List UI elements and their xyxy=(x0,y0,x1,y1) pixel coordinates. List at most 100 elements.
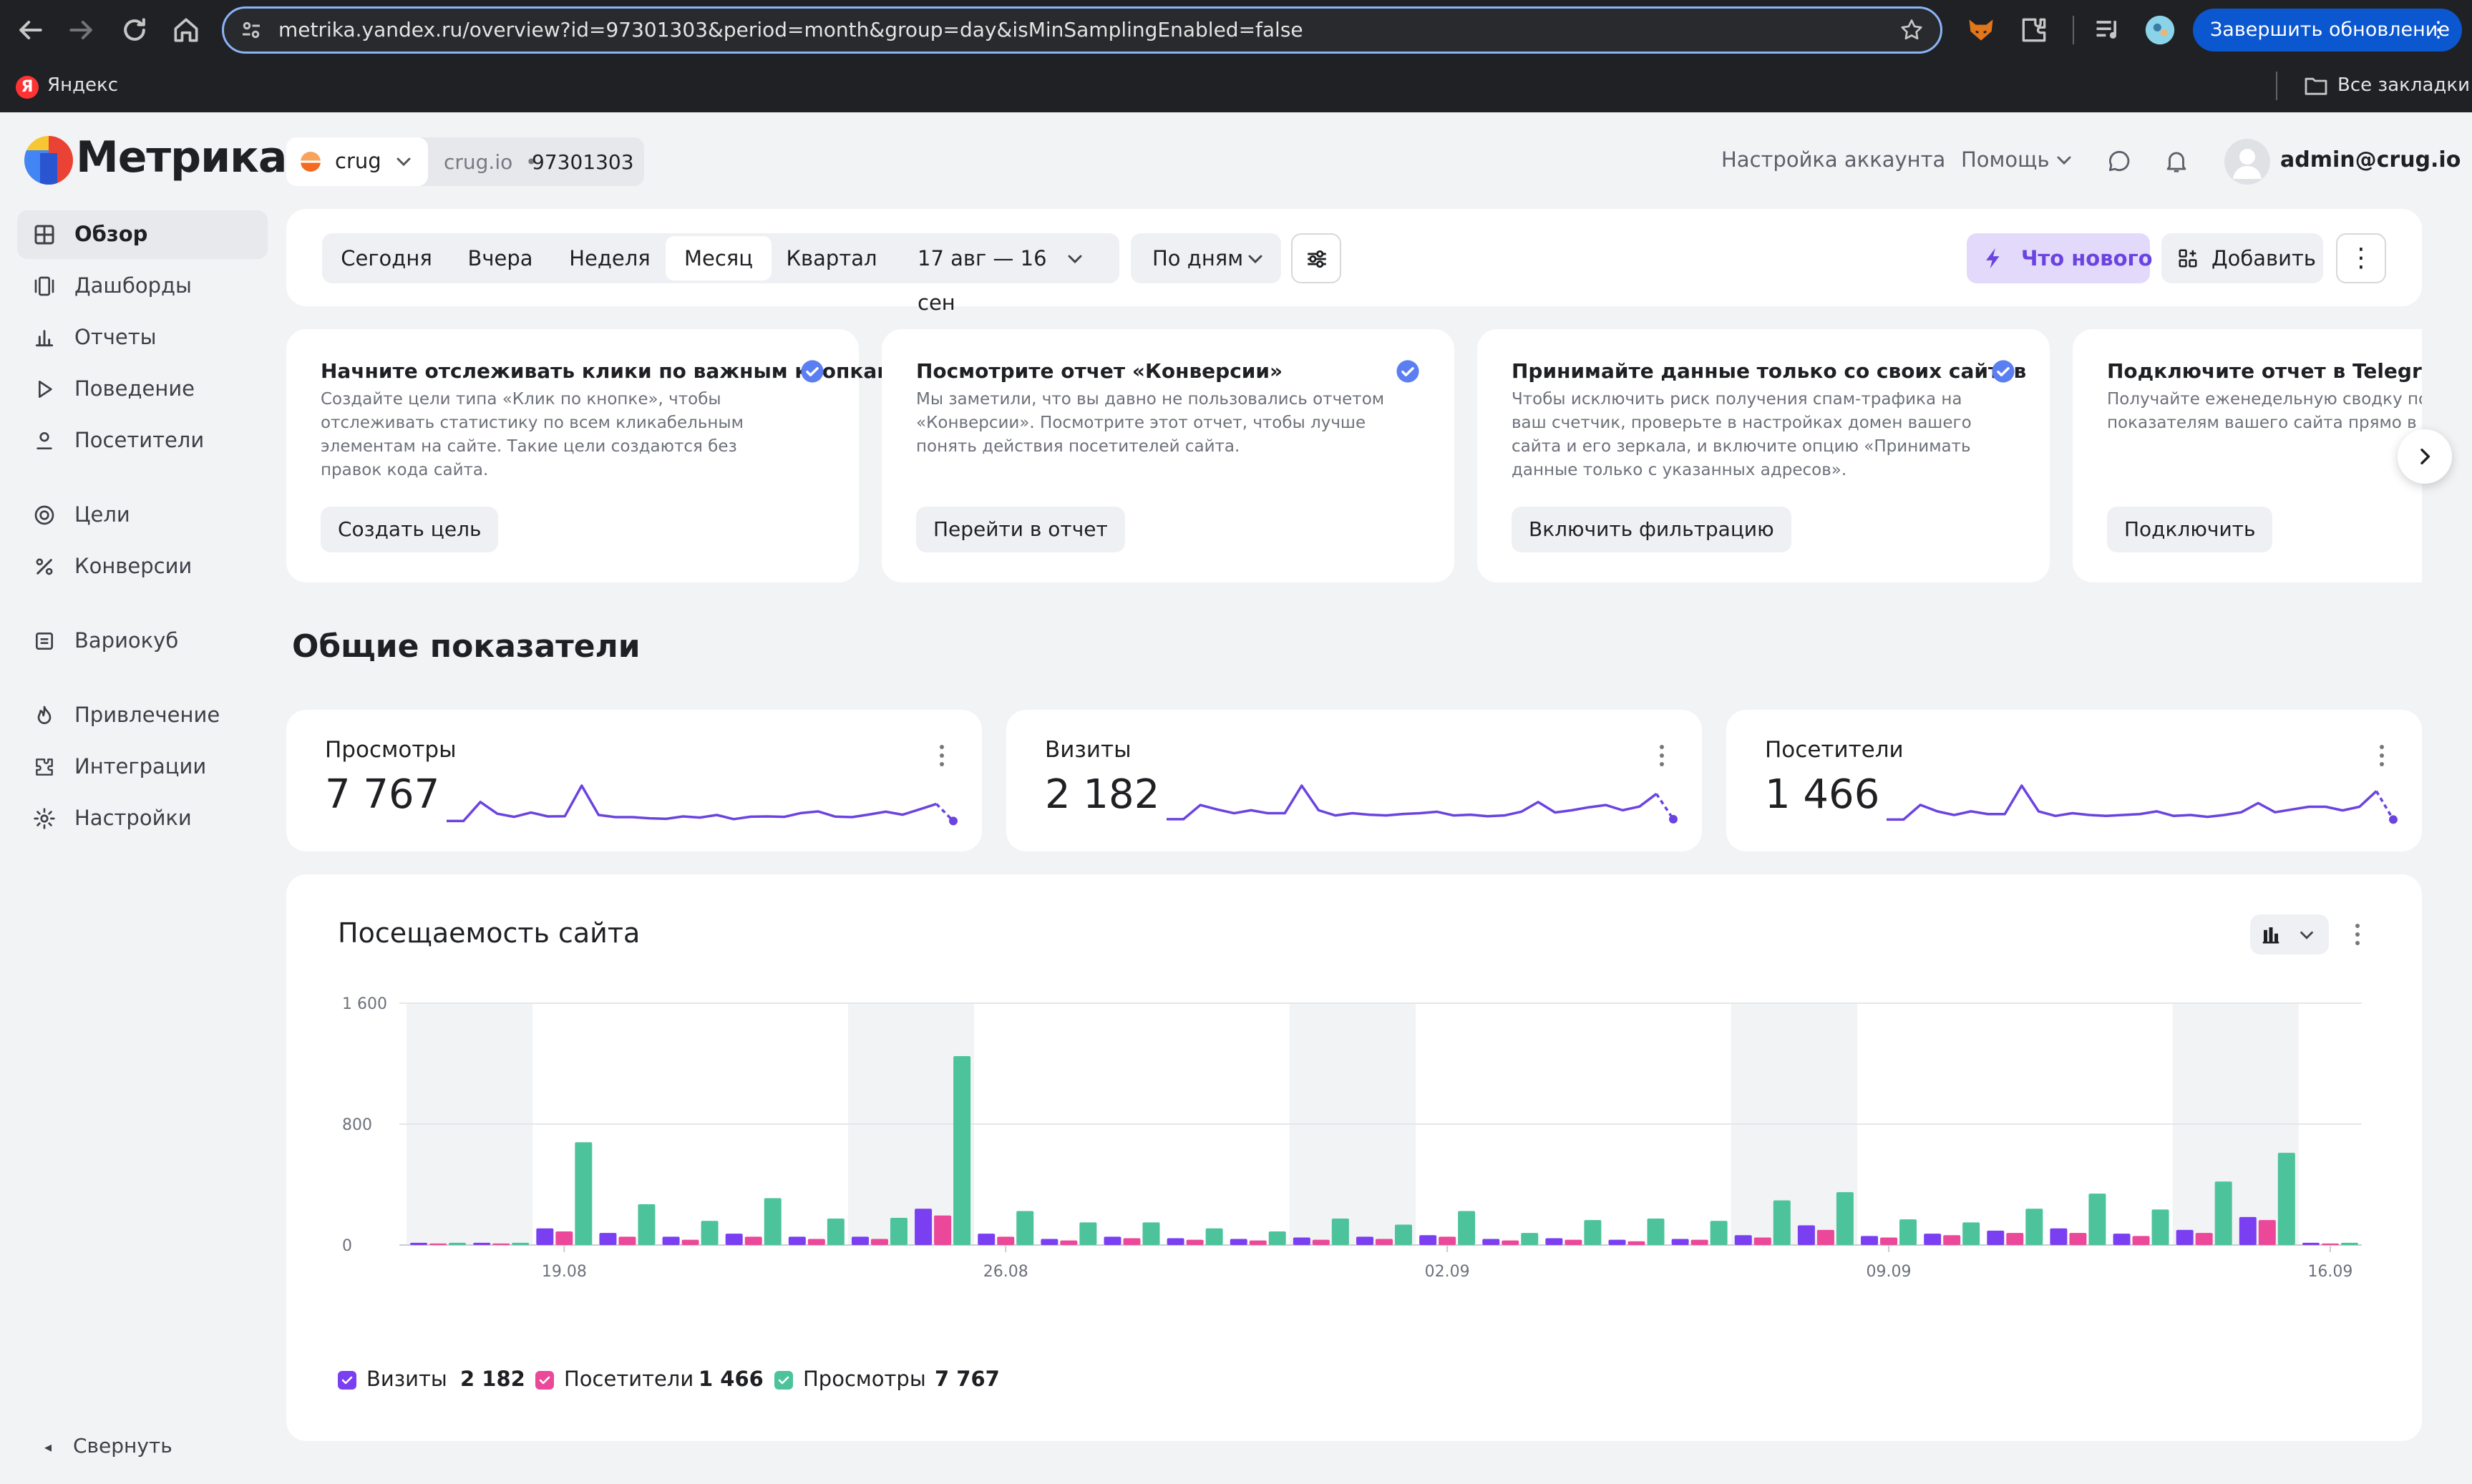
address-bar[interactable]: metrika.yandex.ru/overview?id=97301303&p… xyxy=(222,6,1942,54)
sidebar-item-reports[interactable]: Отчеты xyxy=(17,313,268,362)
cards-next-button[interactable] xyxy=(2398,429,2452,484)
bar[interactable] xyxy=(1690,1239,1708,1245)
bar[interactable] xyxy=(2258,1220,2276,1245)
more-options-icon[interactable]: ⋮ xyxy=(2336,233,2386,283)
chevron-down-icon[interactable] xyxy=(2053,149,2076,172)
bar[interactable] xyxy=(473,1242,491,1245)
bar[interactable] xyxy=(1312,1239,1330,1245)
home-icon[interactable] xyxy=(170,14,202,46)
bar[interactable] xyxy=(512,1242,530,1245)
counter-dropdown[interactable]: crug xyxy=(286,137,428,186)
bar[interactable] xyxy=(953,1055,971,1245)
period-yesterday-button[interactable]: Вчера xyxy=(467,246,533,270)
metric-card-pageviews[interactable]: Просмотры 7 767 xyxy=(286,710,982,851)
bar[interactable] xyxy=(662,1236,680,1245)
bar[interactable] xyxy=(807,1239,825,1245)
bar[interactable] xyxy=(1627,1241,1645,1245)
media-control-icon[interactable] xyxy=(2093,14,2124,46)
collapse-sidebar-button[interactable]: ◂ Свернуть xyxy=(44,1434,172,1458)
bookmark-star-icon[interactable] xyxy=(1899,17,1924,43)
more-options-icon[interactable] xyxy=(2373,741,2390,770)
bell-icon[interactable] xyxy=(2163,147,2190,175)
sidebar-item-conversions[interactable]: Конверсии xyxy=(17,542,268,591)
bar[interactable] xyxy=(1899,1219,1917,1245)
bar[interactable] xyxy=(997,1236,1015,1245)
user-avatar[interactable] xyxy=(2224,139,2270,185)
chat-icon[interactable] xyxy=(2106,147,2133,175)
bar[interactable] xyxy=(618,1236,636,1245)
sidebar-item-behavior[interactable]: Поведение xyxy=(17,365,268,414)
bar[interactable] xyxy=(788,1236,806,1245)
site-info-icon[interactable] xyxy=(238,17,264,43)
bar[interactable] xyxy=(1584,1220,1602,1245)
add-widget-button[interactable]: Добавить xyxy=(2161,233,2323,283)
bar[interactable] xyxy=(1671,1239,1689,1245)
all-bookmarks[interactable]: Все закладки xyxy=(2337,74,2470,96)
bar[interactable] xyxy=(1608,1239,1626,1245)
period-week-button[interactable]: Неделя xyxy=(569,246,651,270)
bar[interactable] xyxy=(890,1217,907,1245)
sidebar-item-variocube[interactable]: Вариокуб xyxy=(17,617,268,665)
forward-icon[interactable] xyxy=(66,14,97,46)
bar[interactable] xyxy=(1943,1235,1961,1245)
enable-filtering-button[interactable]: Включить фильтрацию xyxy=(1512,507,1791,552)
bar[interactable] xyxy=(1104,1236,1121,1245)
bar[interactable] xyxy=(681,1239,699,1245)
bar[interactable] xyxy=(1753,1237,1771,1245)
bar[interactable] xyxy=(2195,1233,2213,1245)
sidebar-item-settings[interactable]: Настройки xyxy=(17,794,268,843)
bar[interactable] xyxy=(1962,1222,1980,1245)
fox-extension-icon[interactable] xyxy=(1965,14,1997,46)
bar[interactable] xyxy=(1186,1239,1204,1245)
bar[interactable] xyxy=(2214,1181,2232,1245)
bar[interactable] xyxy=(410,1242,428,1245)
metrika-logo-icon[interactable] xyxy=(24,136,73,185)
bookmark-yandex[interactable]: Яндекс xyxy=(47,74,119,96)
bar[interactable] xyxy=(1395,1224,1412,1245)
bar[interactable] xyxy=(915,1209,933,1245)
bar[interactable] xyxy=(2113,1234,2131,1245)
bar[interactable] xyxy=(1647,1219,1665,1245)
bar[interactable] xyxy=(1376,1239,1393,1245)
counter-selector[interactable]: crug crug.io • 97301303 xyxy=(286,137,644,186)
bar[interactable] xyxy=(2069,1233,2087,1245)
bar[interactable] xyxy=(2050,1228,2068,1245)
sidebar-item-integrations[interactable]: Интеграции xyxy=(17,743,268,791)
bar[interactable] xyxy=(1773,1200,1791,1245)
period-month-button[interactable]: Месяц xyxy=(666,236,772,280)
bar[interactable] xyxy=(870,1239,888,1245)
bar[interactable] xyxy=(1142,1222,1160,1245)
bar[interactable] xyxy=(1458,1211,1476,1245)
bar[interactable] xyxy=(1861,1236,1879,1245)
help-menu[interactable]: Помощь xyxy=(1961,147,2050,172)
bar[interactable] xyxy=(429,1243,447,1245)
logo-text[interactable]: Метрика xyxy=(76,132,287,182)
bar[interactable] xyxy=(638,1204,656,1245)
more-options-icon[interactable] xyxy=(2349,919,2366,950)
metric-card-visits[interactable]: Визиты 2 182 xyxy=(1006,710,1702,851)
reload-icon[interactable] xyxy=(119,14,150,46)
bar[interactable] xyxy=(764,1198,782,1245)
bar[interactable] xyxy=(1123,1238,1141,1245)
bar[interactable] xyxy=(1734,1235,1752,1245)
bar[interactable] xyxy=(1249,1240,1267,1245)
group-by-select[interactable]: По дням xyxy=(1131,233,1281,283)
chevron-down-icon[interactable] xyxy=(1064,248,1086,270)
bar[interactable] xyxy=(1205,1228,1223,1245)
bar[interactable] xyxy=(1356,1236,1373,1245)
bar[interactable] xyxy=(1419,1235,1437,1245)
bar[interactable] xyxy=(2277,1153,2295,1245)
bar[interactable] xyxy=(575,1142,593,1245)
sidebar-item-overview[interactable]: Обзор xyxy=(17,210,268,259)
bar[interactable] xyxy=(2151,1209,2169,1245)
bar[interactable] xyxy=(1521,1233,1539,1245)
bar[interactable] xyxy=(1482,1239,1500,1245)
bar[interactable] xyxy=(449,1242,467,1245)
bar[interactable] xyxy=(978,1234,996,1245)
bar[interactable] xyxy=(1268,1231,1286,1245)
bar[interactable] xyxy=(1797,1225,1815,1245)
bar[interactable] xyxy=(725,1234,743,1245)
bar[interactable] xyxy=(2176,1229,2194,1245)
whats-new-button[interactable]: Что нового xyxy=(1967,233,2153,283)
browser-menu-icon[interactable]: ⋮ xyxy=(2428,17,2449,42)
